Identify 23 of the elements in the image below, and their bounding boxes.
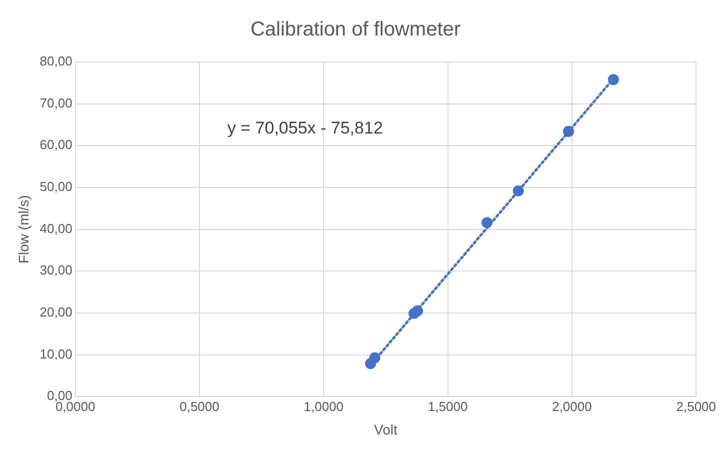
point xyxy=(482,217,493,228)
y-tick-label: 30,00 xyxy=(40,262,72,278)
y-tick-label: 60,00 xyxy=(40,137,72,152)
chart-title: Calibration of flowmeter xyxy=(250,18,461,41)
x-tick-label: 2,0000 xyxy=(552,398,592,414)
y-tick-label: 40,00 xyxy=(40,220,72,236)
x-tick-label: 1,0000 xyxy=(304,398,344,414)
y-tick-label: 10,00 xyxy=(40,346,72,362)
x-tick-label: 2,5000 xyxy=(676,398,716,414)
y-tick-label: 80,00 xyxy=(40,54,72,69)
point xyxy=(412,305,424,316)
point xyxy=(369,352,380,364)
point xyxy=(608,74,619,86)
point xyxy=(562,126,574,137)
point xyxy=(512,185,524,196)
x-tick-label: 1,5000 xyxy=(428,398,468,414)
annotation: y = 70,055x - 75,812 xyxy=(227,118,383,138)
y-tick-label: 70,00 xyxy=(40,95,72,110)
x-axis-title: Volt xyxy=(374,421,398,438)
x-tick-label: 0,5000 xyxy=(180,398,220,414)
y-tick-label: 20,00 xyxy=(40,304,72,320)
y-axis-title: Flow (ml/s) xyxy=(15,195,32,264)
y-tick-label: 50,00 xyxy=(40,179,72,194)
